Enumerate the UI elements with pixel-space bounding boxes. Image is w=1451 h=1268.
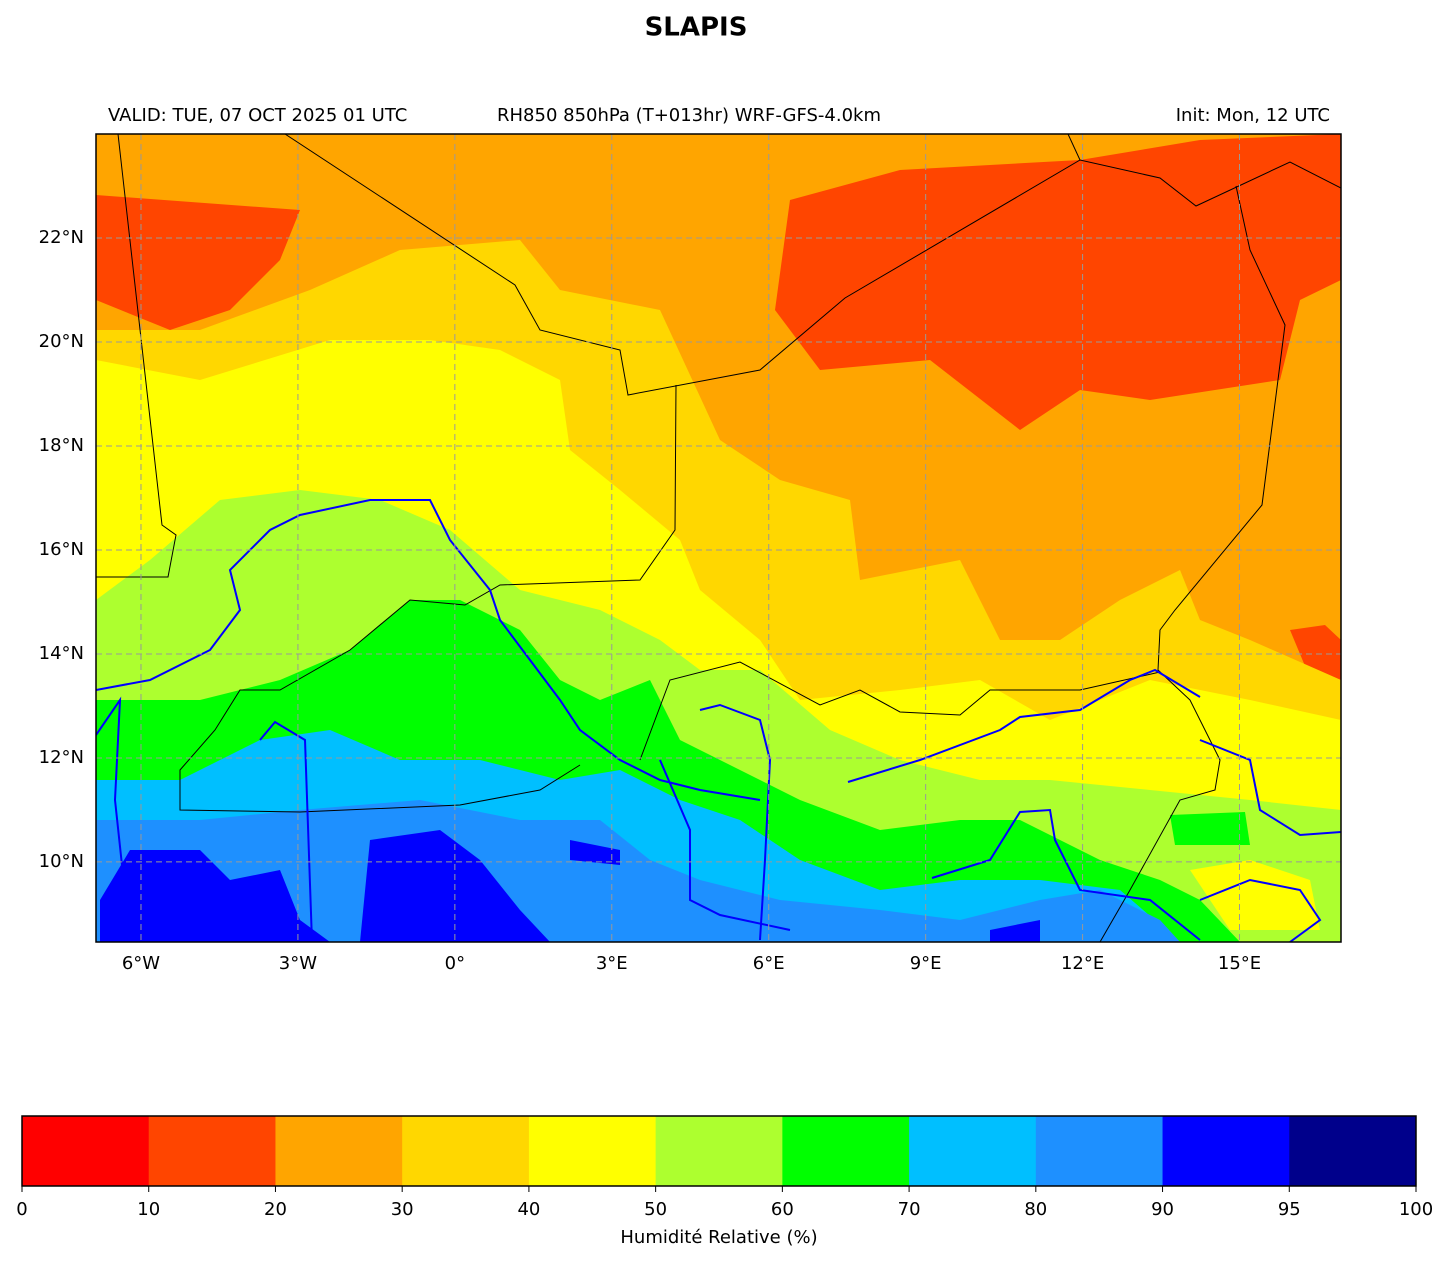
y-tick-label: 22°N [39, 227, 84, 248]
colorbar-tick-label: 100 [1399, 1199, 1433, 1220]
colorbar-tick-label: 80 [1024, 1199, 1047, 1220]
x-tick-label: 9°E [910, 953, 942, 974]
colorbar-segment [1035, 1116, 1164, 1186]
colorbar-segment [528, 1116, 657, 1186]
init-time: Init: Mon, 12 UTC [1176, 105, 1330, 126]
colorbar-segment [1162, 1116, 1290, 1186]
colorbar-segment [655, 1116, 783, 1186]
colorbar-tick-label: 20 [264, 1199, 287, 1220]
colorbar-segment [782, 1116, 910, 1186]
y-tick-label: 18°N [39, 435, 84, 456]
y-tick-label: 10°N [39, 851, 84, 872]
river [96, 499, 761, 801]
axes: 6°W 3°W 0° 3°E 6°E 9°E 12°E 15°E 10°N 12°N 14°N 16°… [39, 134, 1341, 974]
border [639, 661, 1161, 761]
x-tick-label: 3°E [596, 953, 628, 974]
colorbar-segment [275, 1116, 403, 1186]
field-area [1170, 812, 1250, 845]
border [96, 134, 177, 578]
x-tick-label: 6°E [753, 953, 785, 974]
product: RH850 850hPa (T+013hr) WRF-GFS-4.0km [497, 105, 881, 126]
y-tick-label: 14°N [39, 643, 84, 664]
field-area [990, 920, 1040, 942]
title: SLAPIS [645, 13, 748, 43]
field-area [100, 850, 330, 942]
colorbar-tick-label: 0 [16, 1199, 27, 1220]
x-tick-label: 6°W [122, 953, 160, 974]
colorbar-frame [21, 1115, 1417, 1187]
valid-time: VALID: TUE, 07 OCT 2025 01 UTC [108, 105, 407, 126]
river [659, 759, 791, 931]
border [1099, 185, 1286, 942]
colorbar-tick-label: 60 [771, 1199, 794, 1220]
field-area [1190, 860, 1320, 930]
border [1067, 134, 1081, 161]
river [96, 696, 131, 941]
colorbar-tick-label: 95 [1278, 1199, 1301, 1220]
field-area [96, 195, 300, 330]
river [699, 703, 772, 941]
colorbar-segment [148, 1116, 276, 1186]
colorbar-segment [1289, 1116, 1417, 1186]
colorbar-label: Humidité Relative (%) [620, 1227, 817, 1248]
border [284, 134, 1341, 396]
river [847, 668, 1201, 783]
colorbar-segment [402, 1116, 530, 1186]
colorbar: 0 10 20 30 40 50 60 70 80 90 95 100 [16, 1115, 1433, 1220]
colorbar-tick-label: 50 [644, 1199, 667, 1220]
river [931, 808, 1201, 941]
field [96, 134, 1341, 942]
x-tick-label: 15°E [1218, 953, 1261, 974]
colorbar-tick-label: 40 [517, 1199, 540, 1220]
x-tick-label: 0° [445, 953, 465, 974]
plot-frame [95, 133, 1342, 943]
field-area [775, 134, 1341, 430]
colorbar-segment [909, 1116, 1037, 1186]
colorbar-tick-label: 70 [898, 1199, 921, 1220]
y-tick-label: 20°N [39, 331, 84, 352]
colorbar-tick-label: 10 [137, 1199, 160, 1220]
colorbar-tick-label: 30 [391, 1199, 414, 1220]
x-tick-label: 12°E [1061, 953, 1104, 974]
y-tick-label: 12°N [39, 747, 84, 768]
field-area [1290, 625, 1341, 690]
border [179, 384, 677, 813]
x-tick-label: 3°W [279, 953, 317, 974]
river [1199, 878, 1322, 942]
y-tick-label: 16°N [39, 539, 84, 560]
river [1199, 739, 1341, 837]
colorbar-tick-label: 90 [1151, 1199, 1174, 1220]
river [259, 720, 313, 942]
field-area [570, 840, 620, 865]
colorbar-segment [22, 1116, 150, 1186]
